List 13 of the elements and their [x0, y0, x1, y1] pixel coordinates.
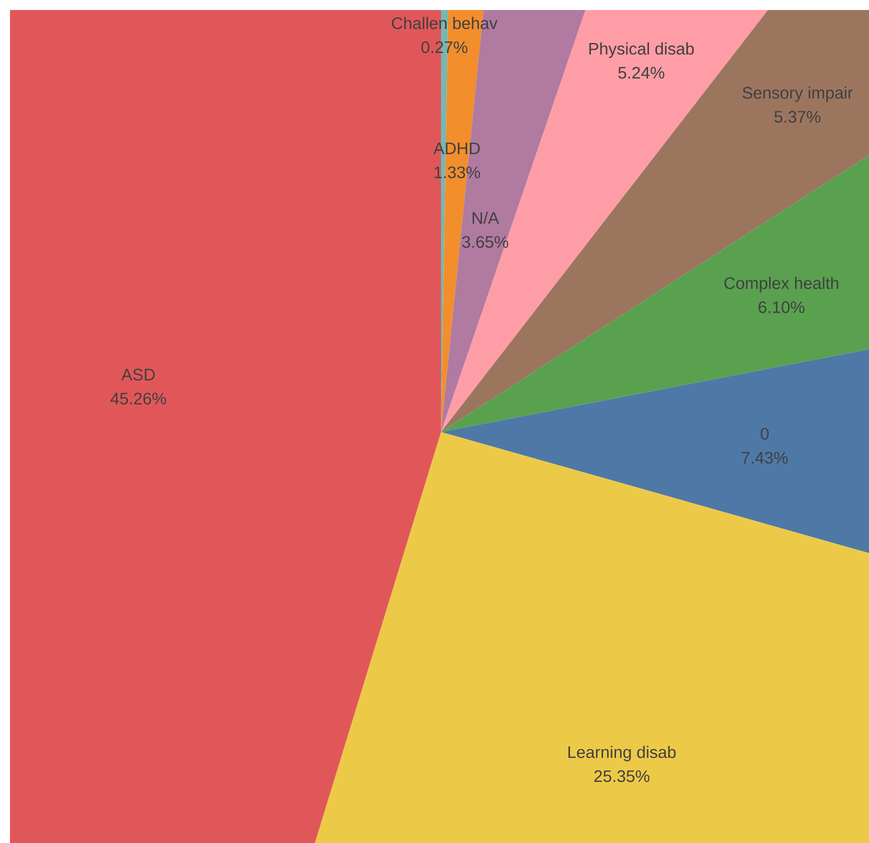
data-label: 5.37%	[774, 110, 820, 123]
data-label: 5.24%	[618, 66, 664, 79]
slice-label: Learning disab	[568, 746, 676, 762]
data-label: 25.35%	[594, 770, 650, 782]
slice-label: Complex health	[724, 276, 838, 292]
slice-label: Physical disab	[589, 42, 694, 58]
slice-label: ASD	[121, 368, 155, 380]
slice-label: Sensory impair	[742, 86, 853, 102]
slice-label: N/A	[472, 212, 500, 224]
data-label: 7.43%	[742, 452, 788, 464]
data-label: 6.10%	[758, 301, 804, 314]
slice-label: 0	[760, 428, 769, 440]
data-label: 45.26%	[110, 392, 166, 404]
